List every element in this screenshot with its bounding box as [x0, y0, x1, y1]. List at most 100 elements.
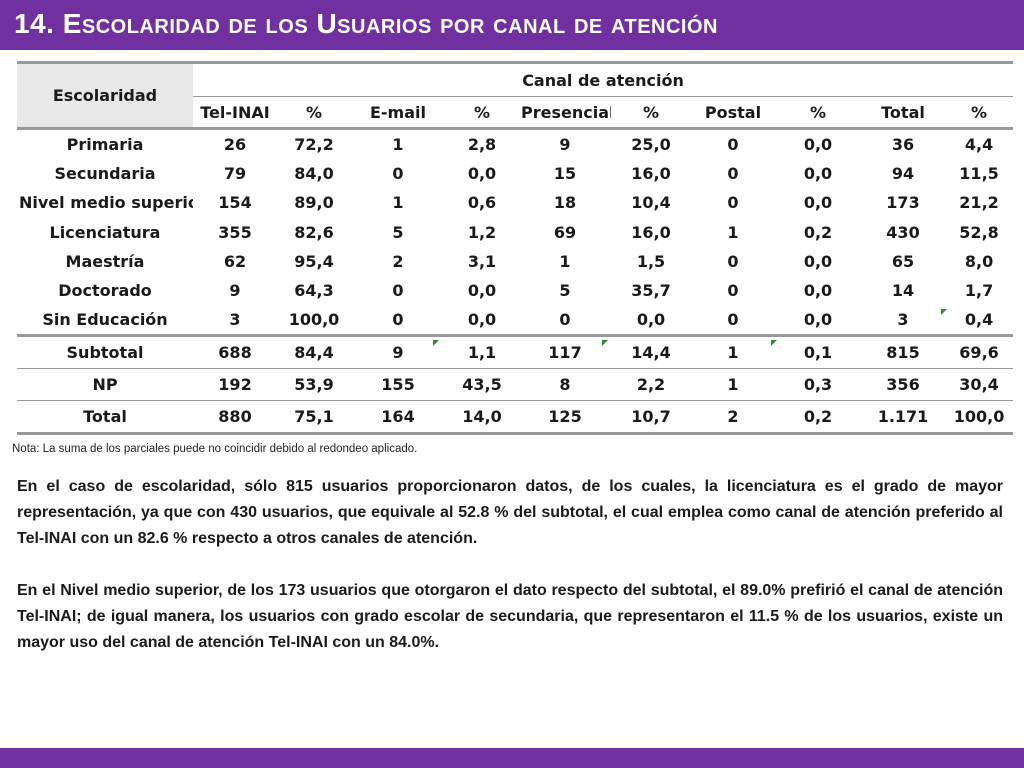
cell-marker — [433, 340, 439, 346]
table-row: Sin Educación 3 100,0 0 0,0 0 0,0 0 0,0 3 0,4 — [17, 305, 1013, 336]
table-note: Nota: La suma de los parciales puede no … — [12, 443, 418, 455]
table-cell: 84,4 — [277, 334, 351, 370]
table-cell: 1 — [727, 222, 739, 242]
table-cell: 2,2 — [611, 368, 691, 402]
summary-row: Total 880 75,1 164 14,0 125 10,7 2 0,2 1.171 100,0 — [17, 400, 1014, 436]
table-cell: 0,0 — [467, 310, 497, 330]
table-cell: 36 — [861, 127, 945, 160]
table-row: Primaria 26 72,2 1 2,8 9 25,0 0 0,0 36 4,4 — [17, 127, 1014, 160]
cell-marker — [941, 309, 947, 315]
table-cell: 62 — [223, 251, 247, 271]
table-cell: 1,7 — [964, 281, 994, 301]
table-cell: 1,2 — [467, 222, 497, 242]
table-cell: 0,0 — [803, 164, 833, 184]
header-row-1: Escolaridad Canal de atención — [17, 61, 1014, 129]
table-cell: 16,0 — [631, 222, 671, 242]
table-cell: 154 — [218, 193, 252, 213]
table-cell: 72,2 — [277, 127, 351, 160]
table-cell: 0,4 — [964, 310, 994, 330]
table-cell: 356 — [861, 368, 945, 402]
table-cell: 0,2 — [775, 400, 861, 436]
row-label: Primaria — [17, 127, 193, 160]
row-label: Doctorado — [58, 281, 152, 301]
table-cell: 815 — [861, 334, 945, 370]
table-cell: 0,2 — [803, 222, 833, 242]
table-row: Maestría 62 95,4 2 3,1 1 1,5 0 0,0 65 8,0 — [17, 247, 1013, 276]
table-cell: 21,2 — [959, 193, 999, 213]
col-header: % — [445, 96, 519, 129]
table-cell: 64,3 — [294, 281, 334, 301]
col-header: Postal — [691, 96, 775, 129]
col-header: Tel-INAI — [193, 96, 277, 129]
table-cell: 69 — [553, 222, 577, 242]
table-cell: 0 — [392, 164, 404, 184]
table-cell: 125 — [519, 400, 611, 436]
table-cell: 0 — [691, 127, 775, 160]
row-label: NP — [17, 368, 193, 402]
summary-row: NP 192 53,9 155 43,5 8 2,2 1 0,3 356 30,4 — [17, 368, 1014, 402]
paragraph-2: En el Nivel medio superior, de los 173 u… — [17, 582, 1003, 651]
table-cell: 5 — [559, 281, 571, 301]
table-cell: 52,8 — [959, 222, 999, 242]
row-label: Total — [17, 400, 193, 436]
table-cell: 0 — [392, 281, 404, 301]
table-cell: 53,9 — [277, 368, 351, 402]
table-cell: 0,0 — [467, 281, 497, 301]
col-header: % — [611, 96, 691, 129]
table-cell: 0 — [727, 281, 739, 301]
col-header: E-mail — [351, 96, 445, 129]
table-cell: 173 — [886, 193, 920, 213]
table-cell: 430 — [886, 222, 920, 242]
title-bar: 14. Escolaridad de los Usuarios por cana… — [0, 0, 1024, 50]
table-cell: 10,4 — [631, 193, 671, 213]
table-cell: 94 — [891, 164, 915, 184]
header-canal: Canal de atención — [193, 61, 1014, 97]
table-cell: 2 — [392, 251, 404, 271]
cell-marker — [771, 340, 777, 346]
table-cell: 84,0 — [294, 164, 334, 184]
table-cell: 117 — [519, 334, 611, 370]
table-cell: 0 — [392, 310, 404, 330]
table-cell: 688 — [193, 334, 277, 370]
table-cell: 355 — [218, 222, 252, 242]
table-cell: 9 — [229, 281, 241, 301]
table-cell: 100,0 — [288, 310, 340, 330]
cell-marker — [602, 340, 608, 346]
header-row-2: Tel-INAI % E-mail % Presencial % Postal … — [17, 96, 1014, 129]
table-cell: 11,5 — [959, 164, 999, 184]
table-cell: 1 — [559, 251, 571, 271]
table-cell: 1 — [691, 368, 775, 402]
table-cell: 1,1 — [445, 334, 519, 370]
header-escolaridad: Escolaridad — [17, 61, 193, 129]
table-row: Licenciatura 355 82,6 5 1,2 69 16,0 1 0,2 430 52,8 — [17, 218, 1013, 247]
table-cell: 75,1 — [277, 400, 351, 436]
table-cell: 16,0 — [631, 164, 671, 184]
table-cell: 0,3 — [775, 368, 861, 402]
row-label: Nivel medio superior — [19, 193, 193, 213]
table-cell: 35,7 — [631, 281, 671, 301]
table-cell: 8,0 — [964, 251, 994, 271]
table-cell: 0,0 — [803, 281, 833, 301]
table-cell: 95,4 — [294, 251, 334, 271]
paragraph-1: En el caso de escolaridad, sólo 815 usua… — [17, 478, 1003, 547]
table-cell: 43,5 — [445, 368, 519, 402]
row-label: Licenciatura — [49, 222, 161, 242]
table-cell: 0 — [559, 310, 571, 330]
table-cell: 30,4 — [945, 368, 1014, 402]
table-cell: 0,0 — [775, 127, 861, 160]
table-cell: 65 — [891, 251, 915, 271]
escolaridad-table: Escolaridad Canal de atención Tel-INAI %… — [17, 61, 1014, 436]
row-label: Subtotal — [17, 334, 193, 370]
table-cell: 0,0 — [803, 193, 833, 213]
table-cell: 155 — [351, 368, 445, 402]
table-cell: 4,4 — [945, 127, 1014, 160]
row-label: Sin Educación — [42, 310, 168, 330]
table-cell: 25,0 — [611, 127, 691, 160]
table-cell: 100,0 — [945, 400, 1014, 436]
row-label: Secundaria — [54, 164, 156, 184]
table-cell: 14 — [891, 281, 915, 301]
slide-title: 14. Escolaridad de los Usuarios por cana… — [14, 8, 718, 39]
table-cell: 1.171 — [861, 400, 945, 436]
table-cell: 3,1 — [467, 251, 497, 271]
table-cell: 0 — [727, 193, 739, 213]
